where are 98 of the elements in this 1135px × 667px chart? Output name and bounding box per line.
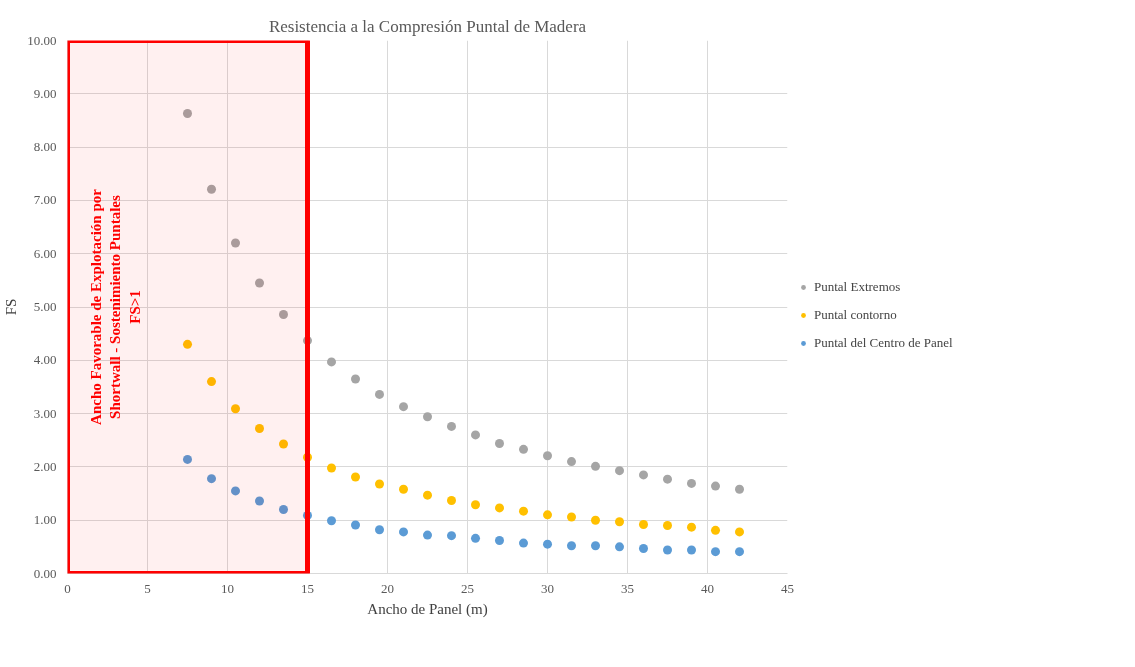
x-tick-label: 25 [461,580,474,596]
point [375,525,384,535]
point [279,439,288,449]
y-tick-label: 6.00 [33,245,57,261]
point [687,478,696,488]
y-tick-label: 2.00 [33,458,57,474]
x-tick-label: 0 [64,580,71,596]
point [447,531,456,541]
point [639,470,648,480]
point [207,184,216,194]
point [711,547,720,557]
point [735,484,744,494]
point [423,412,432,422]
x-tick-label: 5 [144,580,151,596]
point [327,463,336,473]
point [543,510,552,520]
y-tick-label: 3.00 [33,405,57,421]
point [567,512,576,522]
point [399,527,408,537]
point [255,496,264,506]
point [255,278,264,288]
point [447,495,456,505]
x-tick-label: 30 [541,580,554,596]
point [471,533,480,543]
point [543,539,552,549]
point [255,424,264,434]
point [663,521,672,531]
x-tick-label: 20 [381,580,394,596]
y-tick-label: 4.00 [33,352,57,368]
point [663,474,672,484]
point [471,500,480,510]
point [423,490,432,500]
point [567,541,576,551]
point [735,547,744,557]
point [423,530,432,540]
x-tick-label: 10 [221,580,234,596]
point [351,520,360,530]
point [495,438,504,448]
point [495,535,504,545]
y-tick-label: 5.00 [33,299,57,314]
point [279,505,288,515]
point [351,472,360,482]
point [543,451,552,461]
point [591,515,600,525]
y-tick-label: 0.00 [33,565,57,581]
point [567,457,576,467]
point [663,545,672,555]
point [207,377,216,387]
point [183,454,192,464]
point [471,430,480,440]
point [303,452,312,462]
point [375,479,384,489]
point [519,538,528,548]
point [687,522,696,532]
point [183,109,192,119]
point [519,444,528,454]
text: Puntal del Centro de Panel [814,335,953,351]
point [231,238,240,248]
y-axis-title: FS [3,298,20,316]
point [615,517,624,527]
point [639,543,648,553]
y-tick-label: 9.00 [33,85,57,101]
point [495,503,504,513]
point [711,525,720,535]
x-tick-label: 15 [301,580,314,596]
point [279,309,288,319]
y-tick-label: 1.00 [33,512,57,528]
x-tick-label: 40 [701,580,714,596]
point [231,486,240,496]
point [591,461,600,471]
point [351,374,360,384]
point [735,527,744,537]
point [711,481,720,491]
y-tick-label: 8.00 [33,139,57,155]
x-axis-title: Ancho de Panel (m) [367,600,488,618]
x-tick-label: 45 [781,580,794,596]
point [183,339,192,349]
text: Puntal Extremos [814,279,901,295]
point [399,402,408,412]
point [231,404,240,414]
band-label: Ancho Favorable de Explotación por Shortwall - Sostenimiento Puntales FS>1 [88,188,143,425]
point [591,541,600,551]
point [639,519,648,529]
point [375,389,384,399]
x-tick-label: 35 [621,580,634,596]
point [615,466,624,476]
point [399,484,408,494]
y-tick-label: 10.00 [27,32,57,48]
chart-title: Resistencia a la Compresión Puntal de Madera [268,16,587,36]
y-tick-label: 7.00 [33,192,57,208]
point [327,516,336,526]
point [615,542,624,552]
point [687,545,696,555]
point [207,474,216,484]
point [327,357,336,367]
point [519,506,528,516]
point [447,421,456,431]
text: Puntal contorno [814,307,897,323]
